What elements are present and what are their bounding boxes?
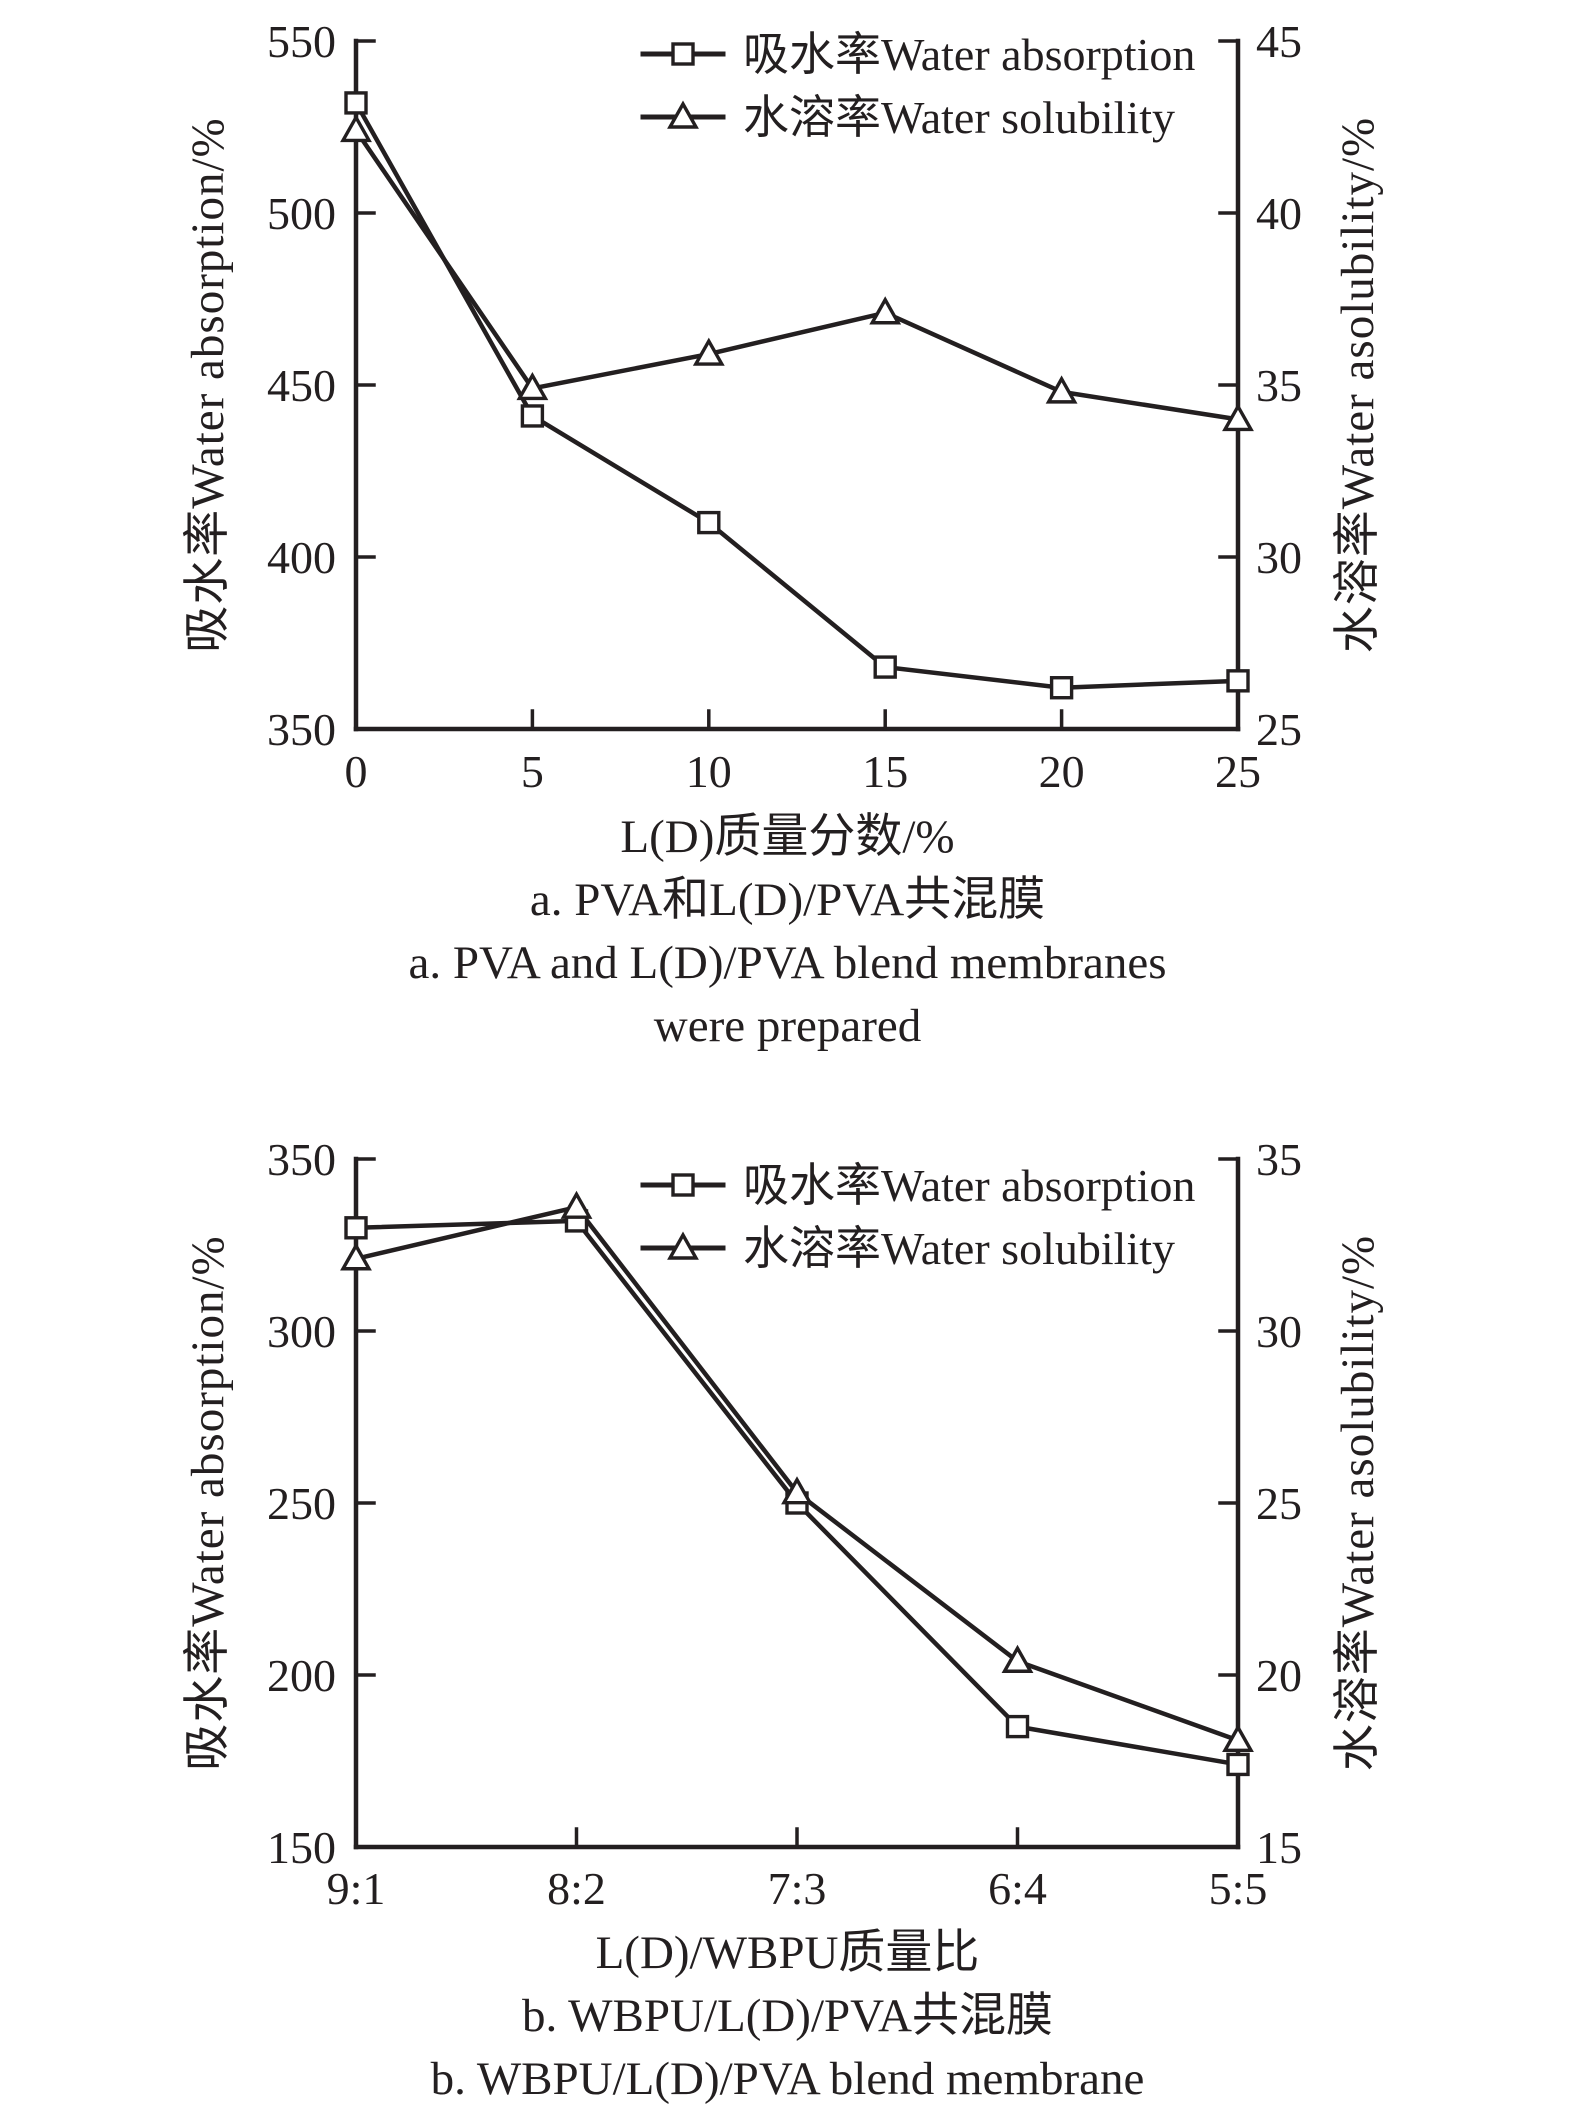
x-tick-label: 20 bbox=[1039, 746, 1085, 797]
x-tick-label: 9:1 bbox=[327, 1863, 386, 1909]
left-tick-label: 450 bbox=[267, 360, 336, 411]
right-tick-label: 30 bbox=[1256, 532, 1302, 583]
x-tick-label: 25 bbox=[1215, 746, 1261, 797]
x-tick-label: 5:5 bbox=[1209, 1863, 1268, 1909]
triangle-data-marker bbox=[560, 1190, 593, 1219]
left-tick-label: 300 bbox=[267, 1306, 336, 1357]
chart-a-right-axis-label: 水溶率Water asolubility/% bbox=[1332, 116, 1384, 654]
right-tick-label: 45 bbox=[1256, 16, 1302, 67]
square-data-marker bbox=[1226, 1752, 1250, 1777]
x-tick-label: 0 bbox=[345, 746, 368, 797]
right-tick-label: 15 bbox=[1256, 1822, 1302, 1873]
left-tick-label: 500 bbox=[267, 188, 336, 239]
x-tick-label: 6:4 bbox=[988, 1863, 1047, 1909]
triangle-data-marker bbox=[1222, 402, 1254, 432]
right-tick-label: 20 bbox=[1256, 1650, 1302, 1701]
triangle-data-marker bbox=[340, 113, 372, 143]
triangle-data-marker bbox=[516, 371, 549, 401]
square-data-marker bbox=[520, 404, 545, 428]
square-data-marker bbox=[344, 91, 368, 115]
left-tick-label: 250 bbox=[267, 1478, 336, 1529]
chart-b-xaxis-title: L(D)/WBPU质量比 bbox=[595, 1927, 980, 1979]
series-line-square bbox=[354, 101, 1239, 690]
right-tick-label: 35 bbox=[1256, 1134, 1302, 1185]
chart-b: 150 200 250 300 350 15 20 25 30 35 9:1 8:2 7:3 6:4 5:5… bbox=[267, 1134, 1302, 1909]
square-data-marker bbox=[344, 1216, 368, 1240]
legend-label: 水溶率Water solubility bbox=[743, 92, 1175, 143]
x-tick-label: 8:2 bbox=[547, 1863, 606, 1909]
x-tick-label: 5 bbox=[521, 746, 544, 797]
x-tick-label: 15 bbox=[862, 746, 908, 797]
legend-square-marker bbox=[671, 42, 695, 66]
legend-label: 吸水率Water absorption bbox=[743, 1160, 1195, 1211]
triangle-data-marker bbox=[1222, 1723, 1254, 1753]
chart-a-left-axis-label: 吸水率Water absorption/% bbox=[182, 117, 234, 653]
series-line-triangle bbox=[354, 129, 1239, 422]
series-line-triangle bbox=[355, 1204, 1239, 1743]
x-tick-label: 7:3 bbox=[768, 1863, 827, 1909]
legend-triangle-marker bbox=[667, 100, 699, 129]
legend-label: 吸水率Water absorption bbox=[743, 29, 1195, 80]
legend-label: 水溶率Water solubility bbox=[743, 1223, 1175, 1274]
triangle-data-marker bbox=[869, 296, 902, 325]
left-tick-label: 400 bbox=[267, 532, 336, 583]
chart-b-caption-zh: b. WBPU/L(D)/PVA共混膜 bbox=[522, 1990, 1053, 2042]
chart-a-caption-zh: a. PVA和L(D)/PVA共混膜 bbox=[529, 874, 1046, 926]
right-tick-label: 35 bbox=[1256, 360, 1302, 411]
chart-a-caption-en2: were prepared bbox=[653, 1000, 922, 1052]
right-tick-label: 30 bbox=[1256, 1306, 1302, 1357]
right-tick-label: 25 bbox=[1256, 1478, 1302, 1529]
chart-a-caption-en: a. PVA and L(D)/PVA blend membranes bbox=[408, 937, 1167, 989]
triangle-data-marker bbox=[1001, 1644, 1034, 1673]
square-data-marker bbox=[1226, 669, 1250, 693]
chart-a-xaxis-title: L(D)质量分数/% bbox=[620, 811, 955, 863]
chart-b-caption-en: b. WBPU/L(D)/PVA blend membrane bbox=[430, 2053, 1145, 2105]
triangle-data-marker bbox=[340, 1242, 372, 1271]
chart-b-captions: L(D)/WBPU质量比 b. WBPU/L(D)/PVA共混膜 b. WBPU… bbox=[0, 1922, 1575, 2111]
triangle-data-marker bbox=[692, 337, 725, 366]
square-data-marker bbox=[697, 510, 721, 535]
x-tick-label: 10 bbox=[686, 746, 732, 797]
chart-a-captions: L(D)质量分数/% a. PVA和L(D)/PVA共混膜 a. PVA and… bbox=[0, 806, 1575, 1058]
triangle-data-marker bbox=[1045, 375, 1078, 404]
triangle-data-marker bbox=[781, 1476, 813, 1505]
left-tick-label: 350 bbox=[267, 1134, 336, 1185]
left-tick-label: 200 bbox=[267, 1650, 336, 1701]
left-tick-label: 150 bbox=[267, 1822, 336, 1873]
chart-b-right-axis-label: 水溶率Water asolubility/% bbox=[1332, 1234, 1384, 1772]
legend-square-marker bbox=[671, 1173, 695, 1197]
right-tick-label: 25 bbox=[1256, 704, 1302, 755]
left-tick-label: 550 bbox=[267, 16, 336, 67]
chart-b-left-axis-label: 吸水率Water absorption/% bbox=[182, 1235, 234, 1771]
square-data-marker bbox=[873, 655, 897, 679]
left-tick-label: 350 bbox=[267, 704, 336, 755]
legend-triangle-marker bbox=[667, 1231, 699, 1260]
square-data-marker bbox=[1049, 676, 1074, 700]
right-tick-label: 40 bbox=[1256, 188, 1302, 239]
square-data-marker bbox=[1005, 1714, 1030, 1739]
